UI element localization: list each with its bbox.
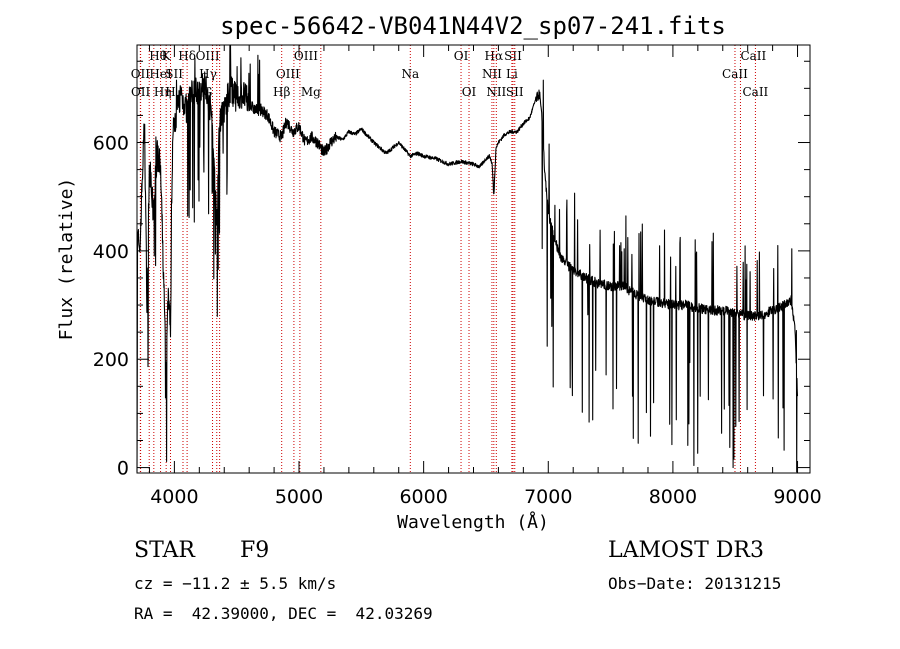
axis-ticks — [137, 45, 810, 473]
x-tick-label-2: 6000 — [399, 486, 447, 508]
line-label-9: OIII — [196, 49, 220, 63]
x-axis-title: Wavelength (Å) — [397, 511, 549, 533]
line-label-15: Mg — [301, 85, 321, 99]
line-label-7: H — [165, 85, 175, 99]
survey-name: LAMOST DR3 — [608, 538, 764, 563]
x-tick-label-3: 7000 — [524, 486, 572, 508]
line-label-12: OIII — [294, 49, 318, 63]
line-label-17: OI — [454, 49, 469, 63]
y-tick-label-1: 200 — [93, 349, 129, 371]
plot-frame — [136, 44, 811, 474]
line-label-27: CaII — [742, 85, 768, 99]
line-label-1: OII — [131, 67, 151, 81]
line-label-6: SII — [165, 67, 183, 81]
flux-line — [136, 44, 799, 473]
line-label-10: Hγ — [199, 67, 217, 81]
chart-title: spec-56642-VB041N44V2_sp07-241.fits — [220, 12, 726, 40]
line-label-13: OIII — [276, 67, 300, 81]
flux-series — [136, 44, 799, 473]
line-label-3: HeI — [149, 67, 172, 81]
line-label-20: NII — [482, 67, 502, 81]
x-tick-labels: 4000 5000 6000 7000 8000 9000 — [150, 486, 822, 508]
object-class: STAR — [134, 538, 195, 563]
line-label-25: CaII — [740, 49, 766, 63]
subclass: F9 — [240, 538, 270, 563]
observation-date: Obs−Date: 20131215 — [608, 574, 782, 593]
y-tick-label-0: 0 — [117, 458, 129, 480]
line-label-14: Hβ — [273, 85, 290, 99]
x-tick-label-1: 5000 — [275, 486, 323, 508]
line-label-0: Hθ — [149, 49, 167, 63]
x-tick-label-4: 8000 — [649, 486, 697, 508]
line-label-22: SII — [504, 49, 522, 63]
line-label-19: Hα — [485, 49, 504, 63]
x-tick-label-0: 4000 — [150, 486, 198, 508]
x-tick-label-5: 9000 — [773, 486, 821, 508]
coordinates: RA = 42.39000, DEC = 42.03269 — [134, 604, 433, 623]
line-label-26: CaII — [722, 67, 748, 81]
line-label-5: K — [162, 49, 172, 63]
line-label-21: NII — [486, 85, 506, 99]
y-tick-labels: 0 200 400 600 — [93, 133, 129, 480]
line-label-18: OI — [462, 85, 477, 99]
line-label-2: OII — [131, 85, 151, 99]
line-label-16: Na — [401, 67, 419, 81]
line-label-4: Hη — [154, 85, 172, 99]
y-tick-label-2: 400 — [93, 241, 129, 263]
line-label-24: SII — [506, 85, 524, 99]
redshift-velocity: cz = −11.2 ± 5.5 km/s — [134, 574, 337, 593]
y-tick-label-3: 600 — [93, 133, 129, 155]
line-label-8: Hδ — [178, 49, 196, 63]
line-label-23: Li — [506, 67, 518, 81]
y-axis-title: Flux (relative) — [56, 178, 77, 341]
